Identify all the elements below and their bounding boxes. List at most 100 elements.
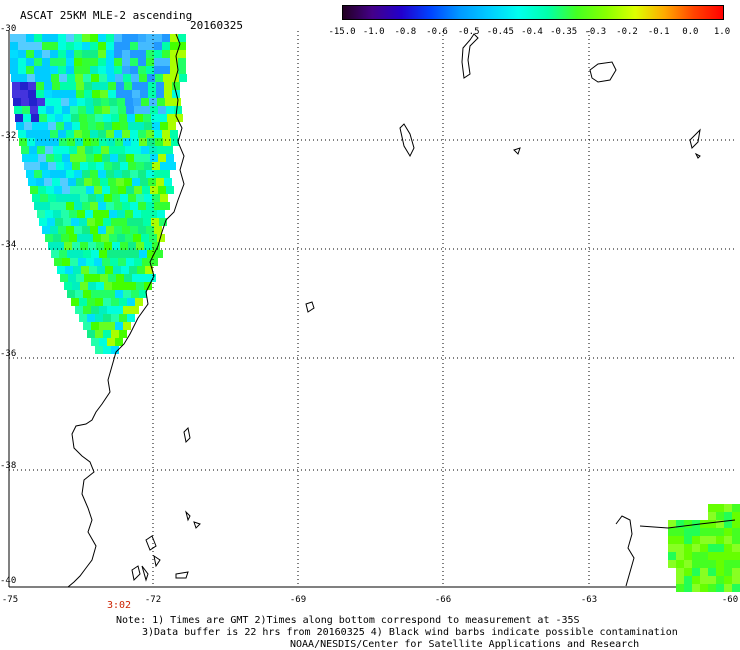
- swath-pixel: [141, 210, 149, 218]
- swath-pixel: [66, 226, 74, 234]
- swath-pixel: [37, 98, 45, 106]
- swath-pixel: [60, 178, 68, 186]
- swath-pixel: [692, 576, 700, 584]
- swath-pixel: [141, 234, 149, 242]
- swath-pixel: [150, 154, 158, 162]
- swath-pixel: [30, 186, 38, 194]
- swath-pixel: [163, 74, 171, 82]
- swath-pixel: [50, 130, 58, 138]
- swath-pixel: [138, 226, 146, 234]
- swath-pixel: [90, 66, 98, 74]
- swath-pixel: [73, 266, 81, 274]
- swath-pixel: [94, 186, 102, 194]
- swath-pixel: [88, 242, 96, 250]
- swath-pixel: [157, 146, 165, 154]
- swath-pixel: [30, 154, 38, 162]
- swath-pixel: [32, 162, 40, 170]
- swath-pixel: [86, 154, 94, 162]
- swath-pixel: [34, 202, 42, 210]
- island-chiloe-2: [185, 510, 191, 522]
- swath-pixel: [146, 34, 154, 42]
- swath-pixel: [26, 130, 34, 138]
- swath-pixel: [700, 584, 708, 592]
- swath-pixel: [110, 258, 118, 266]
- swath-pixel: [99, 338, 107, 346]
- swath-pixel: [150, 186, 158, 194]
- scatterometer-swath-west: [10, 34, 187, 354]
- swath-pixel: [82, 50, 90, 58]
- swath-pixel: [63, 218, 71, 226]
- swath-pixel: [82, 66, 90, 74]
- swath-pixel: [154, 170, 162, 178]
- swath-pixel: [76, 90, 84, 98]
- swath-pixel: [18, 42, 26, 50]
- swath-pixel: [716, 568, 724, 576]
- swath-pixel: [124, 274, 132, 282]
- swath-pixel: [79, 218, 87, 226]
- swath-pixel: [114, 130, 122, 138]
- swath-pixel: [138, 66, 146, 74]
- swath-pixel: [140, 82, 148, 90]
- colorbar-tick-label: 0.0: [682, 27, 699, 37]
- swath-pixel: [57, 266, 65, 274]
- swath-pixel: [132, 82, 140, 90]
- swath-pixel: [150, 106, 158, 114]
- swath-pixel: [98, 226, 106, 234]
- swath-pixel: [59, 74, 67, 82]
- swath-pixel: [102, 258, 110, 266]
- swath-pixel: [178, 58, 186, 66]
- island-mid-2: [513, 147, 521, 155]
- swath-pixel: [82, 130, 90, 138]
- swath-pixel: [668, 560, 676, 568]
- swath-pixel: [156, 178, 164, 186]
- swath-pixel: [58, 42, 66, 50]
- swath-pixel: [66, 34, 74, 42]
- swath-pixel: [724, 504, 732, 512]
- swath-pixel: [700, 576, 708, 584]
- swath-pixel: [66, 58, 74, 66]
- swath-pixel: [90, 58, 98, 66]
- swath-pixel: [128, 282, 136, 290]
- swath-pixel: [146, 226, 154, 234]
- swath-pixel: [60, 90, 68, 98]
- swath-pixel: [164, 82, 172, 90]
- swath-pixel: [64, 194, 72, 202]
- swath-pixel: [112, 122, 120, 130]
- note-line-3: NOAA/NESDIS/Center for Satellite Applica…: [290, 639, 640, 650]
- swath-pixel: [36, 82, 44, 90]
- swath-pixel: [109, 146, 117, 154]
- swath-pixel: [36, 178, 44, 186]
- swath-pixel: [119, 314, 127, 322]
- swath-pixel: [127, 314, 135, 322]
- swath-pixel: [732, 568, 740, 576]
- swath-pixel: [32, 122, 40, 130]
- swath-pixel: [120, 282, 128, 290]
- swath-pixel: [732, 576, 740, 584]
- longitude-label: -63: [580, 595, 598, 605]
- swath-pixel: [56, 242, 64, 250]
- swath-pixel: [126, 106, 134, 114]
- swath-pixel: [104, 282, 112, 290]
- swath-pixel: [43, 74, 51, 82]
- swath-pixel: [716, 504, 724, 512]
- swath-pixel: [46, 186, 54, 194]
- swath-pixel: [151, 218, 159, 226]
- swath-pixel: [42, 58, 50, 66]
- swath-pixel: [136, 162, 144, 170]
- swath-pixel: [131, 290, 139, 298]
- swath-pixel: [122, 34, 130, 42]
- swath-pixel: [100, 274, 108, 282]
- swath-pixel: [88, 162, 96, 170]
- swath-pixel: [85, 146, 93, 154]
- swath-pixel: [141, 146, 149, 154]
- colorbar-tick-label: -0.6: [426, 27, 448, 37]
- swath-pixel: [130, 34, 138, 42]
- swath-pixel: [26, 42, 34, 50]
- swath-pixel: [104, 122, 112, 130]
- swath-pixel: [163, 138, 171, 146]
- swath-pixel: [716, 520, 724, 528]
- swath-pixel: [99, 138, 107, 146]
- swath-pixel: [171, 74, 179, 82]
- longitude-label: -69: [289, 595, 307, 605]
- swath-pixel: [77, 234, 85, 242]
